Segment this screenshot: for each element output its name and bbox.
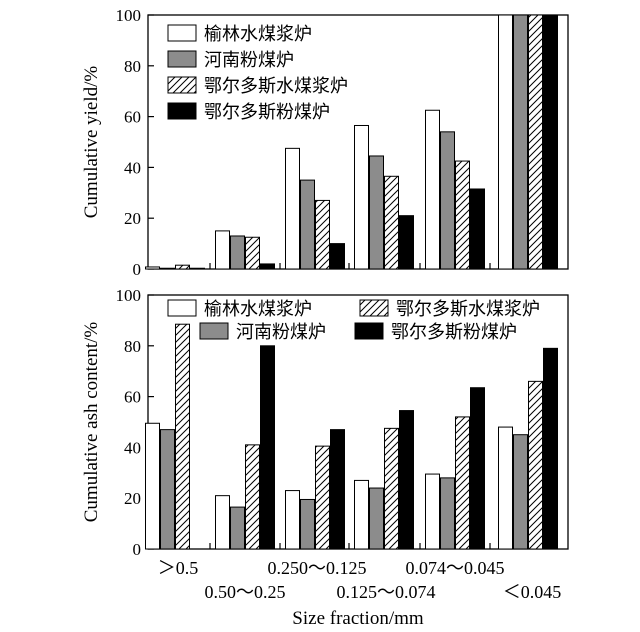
y-tick-label: 0	[133, 260, 142, 279]
bar-top-2-3	[330, 243, 345, 270]
bar-top-4-2	[455, 160, 470, 270]
bar-top-2-2	[315, 199, 330, 270]
bar-bottom-4-2	[455, 416, 470, 550]
bar-bottom-1-2	[245, 444, 260, 550]
legend-swatch	[167, 50, 197, 68]
bar-top-3-3	[399, 215, 414, 270]
bar-bottom-3-3	[399, 410, 414, 550]
y-axis-label: Cumulative yield/%	[81, 66, 102, 219]
bar-bottom-4-1	[440, 477, 455, 550]
x-tick-label: 0.250～0.125	[268, 558, 367, 578]
bar-bottom-2-1	[300, 498, 315, 550]
bar-top-2-0	[285, 147, 300, 270]
bar-top-1-0	[215, 230, 230, 270]
bar-top-0-2	[175, 264, 190, 270]
legend-swatch	[167, 24, 197, 42]
bar-bottom-0-0	[145, 422, 160, 550]
x-tick-label: 0.125～0.074	[337, 582, 436, 602]
bar-bottom-1-3	[260, 345, 275, 550]
bar-bottom-2-3	[330, 429, 345, 550]
bar-top-4-0	[425, 109, 440, 270]
bar-bottom-2-0	[285, 490, 300, 550]
y-tick-label: 20	[124, 209, 141, 228]
x-tick-label: 0.074～0.045	[406, 558, 505, 578]
legend-swatch	[199, 322, 229, 340]
y-tick-label: 100	[116, 286, 142, 305]
bar-bottom-5-2	[528, 380, 543, 550]
bar-bottom-3-0	[354, 479, 369, 550]
y-tick-label: 40	[124, 438, 141, 457]
legend-swatch	[354, 322, 384, 340]
bottom-panel: 0 20 40 60 80 100 Cumulative ash content/% 榆林水煤…	[81, 286, 569, 629]
bar-top-0-0	[145, 266, 160, 270]
bar-bottom-2-2	[315, 445, 330, 550]
legend-label: 鄂尔多斯粉煤炉	[204, 102, 330, 122]
bar-top-3-0	[354, 124, 369, 270]
bar-bottom-5-0	[498, 426, 513, 550]
y-tick-label: 0	[133, 540, 142, 559]
legend-swatch	[167, 299, 197, 317]
bar-top-1-2	[245, 236, 260, 270]
top-panel: 0 20 40 60 80 100 Cumulative yield/% 榆林水煤浆炉河南粉煤…	[81, 6, 569, 279]
legend-label: 鄂尔多斯粉煤炉	[391, 322, 517, 342]
bar-top-4-3	[470, 188, 485, 270]
legend-label: 鄂尔多斯水煤浆炉	[396, 299, 540, 319]
y-tick-label: 20	[124, 489, 141, 508]
bar-bottom-3-1	[369, 487, 384, 550]
bar-top-1-1	[230, 235, 245, 270]
bar-top-0-3	[190, 267, 205, 270]
bar-top-5-3	[543, 14, 558, 270]
bar-bottom-0-1	[160, 429, 175, 550]
bar-bottom-4-3	[470, 387, 485, 550]
bar-bottom-4-0	[425, 473, 440, 550]
bar-top-3-1	[369, 155, 384, 270]
x-tick-label: ＜0.045	[503, 582, 562, 602]
x-tick-label: 0.50～0.25	[205, 582, 286, 602]
x-axis-label: Size fraction/mm	[292, 608, 424, 629]
bar-bottom-5-1	[513, 434, 528, 550]
bar-top-2-1	[300, 179, 315, 270]
bar-bottom-0-2	[175, 323, 190, 550]
bar-top-4-1	[440, 131, 455, 270]
bar-bottom-1-1	[230, 506, 245, 550]
bar-top-5-1	[513, 14, 528, 270]
y-tick-label: 80	[124, 57, 141, 76]
bar-top-5-0	[498, 14, 513, 270]
legend-swatch	[167, 102, 197, 120]
bar-top-5-2	[528, 14, 543, 270]
legend-swatch	[359, 299, 389, 317]
legend-label: 河南粉煤炉	[236, 322, 326, 342]
legend-swatch	[167, 76, 197, 94]
bar-top-0-1	[160, 267, 175, 270]
bar-top-1-3	[260, 263, 275, 270]
legend-label: 河南粉煤炉	[204, 50, 294, 70]
bar-top-3-2	[384, 175, 399, 270]
y-tick-label: 80	[124, 337, 141, 356]
y-tick-label: 100	[116, 6, 142, 25]
y-axis-label: Cumulative ash content/%	[81, 322, 102, 523]
bar-bottom-1-0	[215, 495, 230, 550]
y-tick-label: 60	[124, 108, 141, 127]
legend-label: 榆林水煤浆炉	[204, 299, 312, 319]
y-tick-label: 60	[124, 388, 141, 407]
x-tick-label: ＞0.5	[158, 558, 199, 578]
legend-label: 鄂尔多斯水煤浆炉	[204, 76, 348, 96]
bar-bottom-3-2	[384, 427, 399, 550]
bar-bottom-5-3	[543, 347, 558, 550]
legend-label: 榆林水煤浆炉	[204, 24, 312, 44]
y-tick-label: 40	[124, 158, 141, 177]
